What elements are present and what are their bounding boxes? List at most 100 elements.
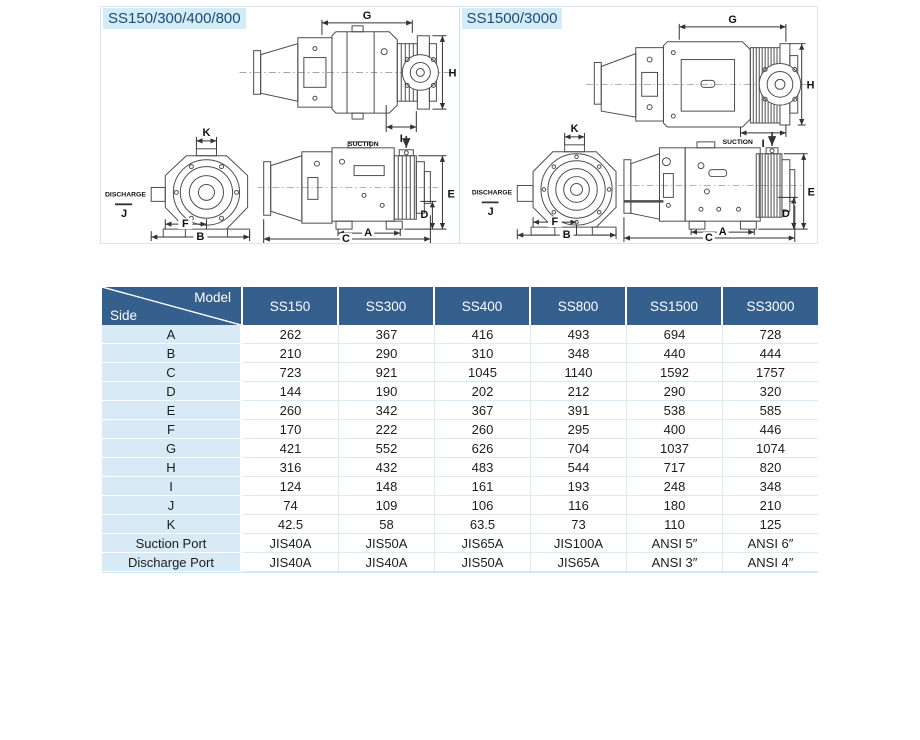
value-cell: ANSI 5″ [627, 534, 723, 553]
dim-label-f: F [182, 218, 189, 230]
value-cell: JIS40A [243, 534, 339, 553]
row-header-cell: J [102, 496, 243, 515]
value-cell: ANSI 4″ [723, 553, 818, 572]
value-cell: 704 [531, 439, 627, 458]
dim-label-k: K [570, 123, 578, 135]
side-view-drawing [257, 141, 439, 230]
side-view-dimensions: SUCTION E D A C [263, 135, 455, 243]
plan-view-drawing [239, 25, 455, 120]
row-header-cell: I [102, 477, 243, 496]
table-row: C 723 921 1045 1140 1592 1757 [102, 363, 818, 382]
drawings-section: SS150/300/400/800 [100, 6, 818, 244]
value-cell: 63.5 [435, 515, 531, 534]
value-cell: ANSI 3″ [627, 553, 723, 572]
table-row: B 210 290 310 348 440 444 [102, 344, 818, 363]
dim-label-e: E [447, 188, 454, 200]
dim-label-c: C [342, 233, 350, 243]
discharge-label: DISCHARGE [471, 189, 512, 196]
dim-label-h: H [448, 67, 456, 79]
value-cell: 170 [243, 420, 339, 439]
value-cell: JIS50A [435, 553, 531, 572]
value-cell: 432 [339, 458, 435, 477]
value-cell: 260 [435, 420, 531, 439]
plan-view-dimensions: G H I [321, 10, 457, 145]
row-header-cell: A [102, 325, 243, 344]
suction-label: SUCTION [348, 141, 379, 148]
corner-diagonal-line [102, 287, 241, 325]
plan-view-drawing [585, 41, 808, 128]
value-cell: 820 [723, 458, 818, 477]
value-cell: 42.5 [243, 515, 339, 534]
dim-label-k: K [202, 127, 210, 139]
corner-side-label: Side [110, 308, 138, 323]
dim-label-h: H [806, 79, 814, 91]
value-cell: 295 [531, 420, 627, 439]
value-cell: 585 [723, 401, 818, 420]
row-header-cell: F [102, 420, 243, 439]
panel-ss150-800: SS150/300/400/800 [101, 7, 459, 243]
dim-label-d: D [782, 208, 790, 220]
panel-ss1500-3000: SS1500/3000 [458, 7, 818, 243]
ss150-800-drawing: G H I [105, 10, 457, 243]
value-cell: 367 [339, 325, 435, 344]
side-view-drawing [617, 141, 802, 230]
row-header-cell: G [102, 439, 243, 458]
value-cell: 148 [339, 477, 435, 496]
table-row: J 74 109 106 116 180 210 [102, 496, 818, 515]
dim-label-b: B [562, 229, 570, 241]
row-header-cell: E [102, 401, 243, 420]
dim-label-j: J [487, 206, 493, 218]
value-cell: 728 [723, 325, 818, 344]
value-cell: 316 [243, 458, 339, 477]
value-cell: 58 [339, 515, 435, 534]
discharge-label: DISCHARGE [105, 191, 146, 198]
column-header-ss150: SS150 [243, 287, 339, 325]
table-row: K 42.5 58 63.5 73 110 125 [102, 515, 818, 534]
value-cell: 446 [723, 420, 818, 439]
dim-label-j: J [121, 208, 127, 220]
front-view-drawing [150, 148, 251, 238]
row-header-cell: D [102, 382, 243, 401]
dim-label-g: G [363, 10, 372, 22]
value-cell: 290 [339, 344, 435, 363]
front-view-dimensions: K DISCHARGE J F B [471, 123, 617, 241]
front-view-drawing [516, 144, 617, 236]
row-header-cell: Suction Port [102, 534, 243, 553]
column-header-ss300: SS300 [339, 287, 435, 325]
value-cell: 212 [531, 382, 627, 401]
value-cell: 1757 [723, 363, 818, 382]
table-row: I 124 148 161 193 248 348 [102, 477, 818, 496]
dim-label-g: G [728, 14, 736, 26]
dim-label-i: I [400, 133, 403, 145]
column-header-ss1500: SS1500 [627, 287, 723, 325]
suction-label: SUCTION [722, 139, 752, 146]
front-view-dimensions: K DISCHARGE J F B [105, 127, 251, 243]
value-cell: 723 [243, 363, 339, 382]
value-cell: 342 [339, 401, 435, 420]
table-body: A 262 367 416 493 694 728 B 210 290 310 … [102, 325, 818, 572]
ss1500-3000-drawing: G H I [471, 14, 814, 243]
value-cell: JIS65A [435, 534, 531, 553]
value-cell: 348 [531, 344, 627, 363]
value-cell: 483 [435, 458, 531, 477]
value-cell: 190 [339, 382, 435, 401]
panel-title-ss150-800: SS150/300/400/800 [103, 8, 246, 29]
value-cell: JIS40A [339, 553, 435, 572]
corner-model-label: Model [194, 290, 231, 305]
table-row: F 170 222 260 295 400 446 [102, 420, 818, 439]
table-row: H 316 432 483 544 717 820 [102, 458, 818, 477]
dim-label-c: C [704, 232, 712, 243]
value-cell: 109 [339, 496, 435, 515]
dim-label-i: I [761, 138, 764, 150]
value-cell: JIS100A [531, 534, 627, 553]
value-cell: 110 [627, 515, 723, 534]
value-cell: ANSI 6″ [723, 534, 818, 553]
dimension-table: Model Side SS150 SS300 SS400 SS800 SS150… [102, 287, 818, 573]
value-cell: 125 [723, 515, 818, 534]
value-cell: 400 [627, 420, 723, 439]
value-cell: 552 [339, 439, 435, 458]
value-cell: JIS65A [531, 553, 627, 572]
value-cell: 210 [243, 344, 339, 363]
value-cell: 544 [531, 458, 627, 477]
